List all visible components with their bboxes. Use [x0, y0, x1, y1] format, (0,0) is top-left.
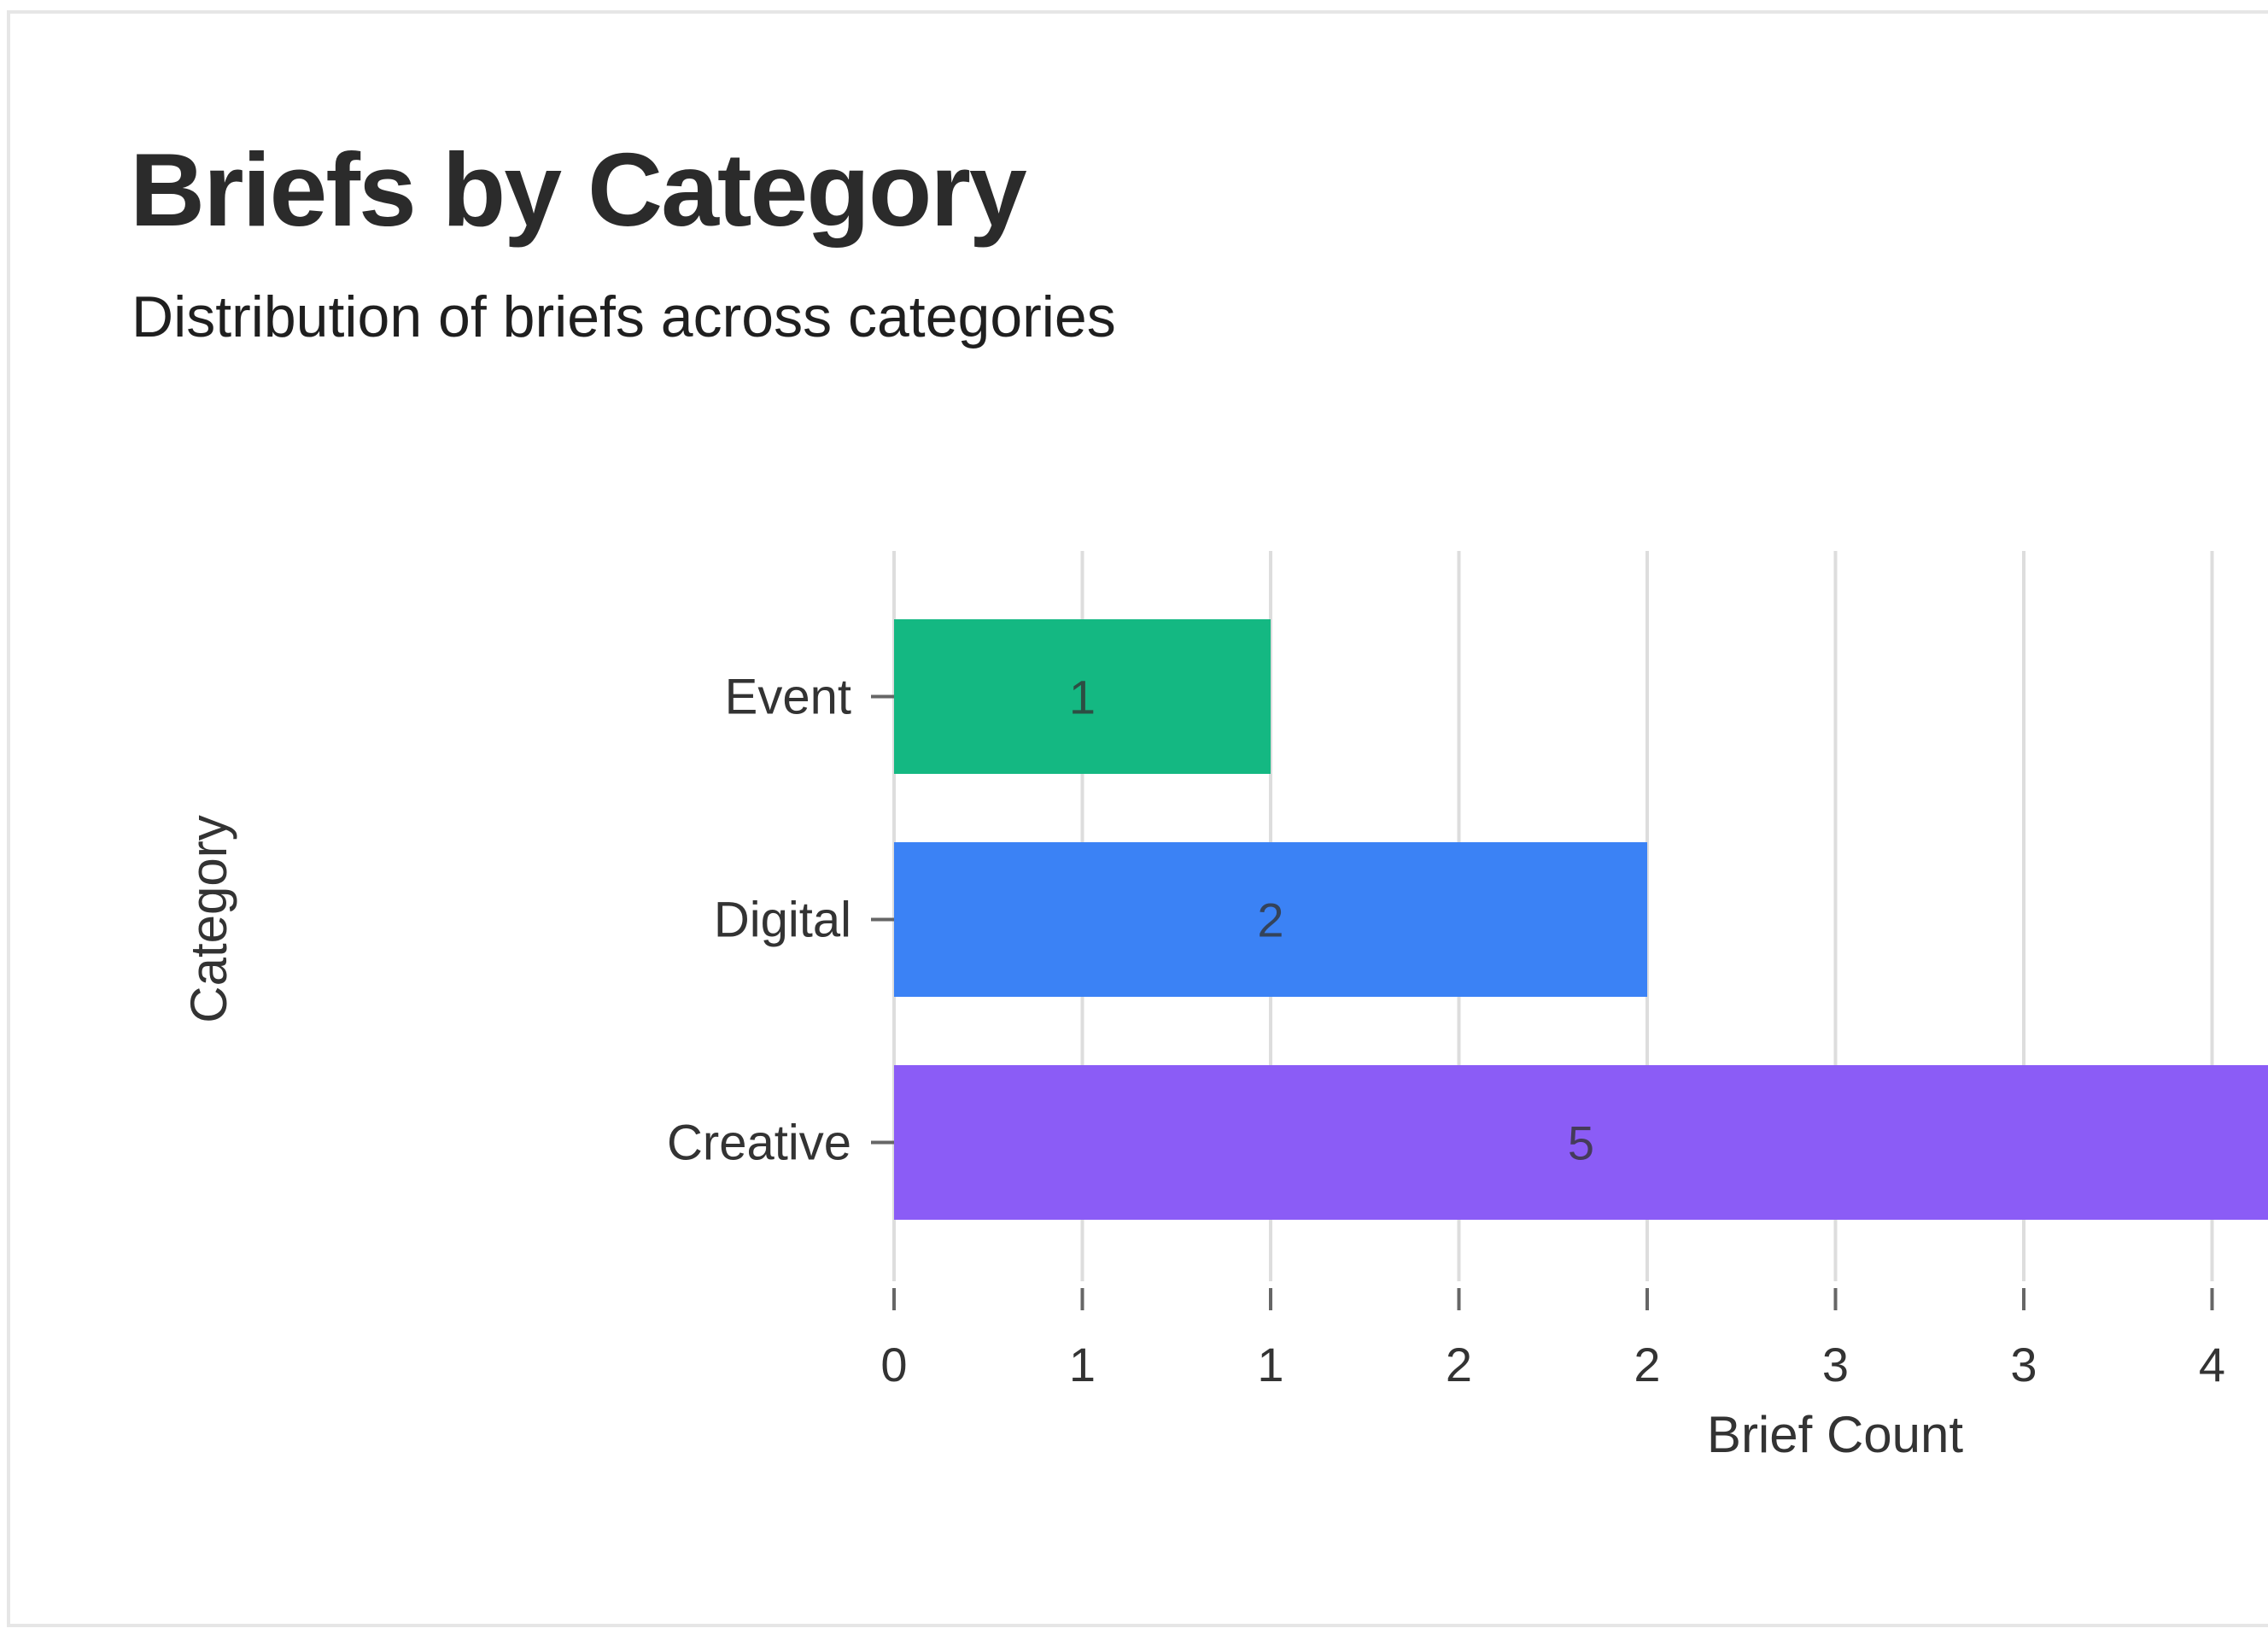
y-category-label: Creative [667, 1116, 851, 1171]
x-tick-label: 0 [880, 1338, 907, 1391]
x-tick-label: 1 [1069, 1338, 1096, 1391]
chart-subtitle: Distribution of briefs across categories [132, 284, 1116, 349]
bar [894, 842, 1647, 997]
y-category-label: Digital [714, 893, 851, 948]
x-tick-label: 2 [1446, 1338, 1472, 1391]
x-tick-label: 3 [1822, 1338, 1849, 1391]
x-axis-title: Brief Count [1707, 1406, 1963, 1463]
bars: 1 2 5 [894, 619, 2268, 1220]
x-tick-label: 4 [2199, 1338, 2225, 1391]
x-tick-label: 2 [1634, 1338, 1660, 1391]
bar [894, 1065, 2268, 1220]
y-category-label: Event [725, 670, 851, 725]
x-tick-label: 1 [1257, 1338, 1283, 1391]
bar-data-label: 1 [1069, 671, 1096, 724]
y-axis-title: Category [180, 815, 237, 1022]
x-axis: 0 1 1 2 2 3 3 4 [880, 1288, 2225, 1391]
bar-data-label: 2 [1257, 893, 1283, 947]
chart-card: Briefs by Category Distribution of brief… [7, 10, 2268, 1627]
bar [894, 619, 1271, 774]
bar-data-label: 5 [1568, 1116, 1594, 1170]
x-tick-label: 3 [2010, 1338, 2037, 1391]
y-axis: Event Digital Creative [667, 670, 894, 1171]
chart-title: Briefs by Category [130, 132, 1027, 248]
